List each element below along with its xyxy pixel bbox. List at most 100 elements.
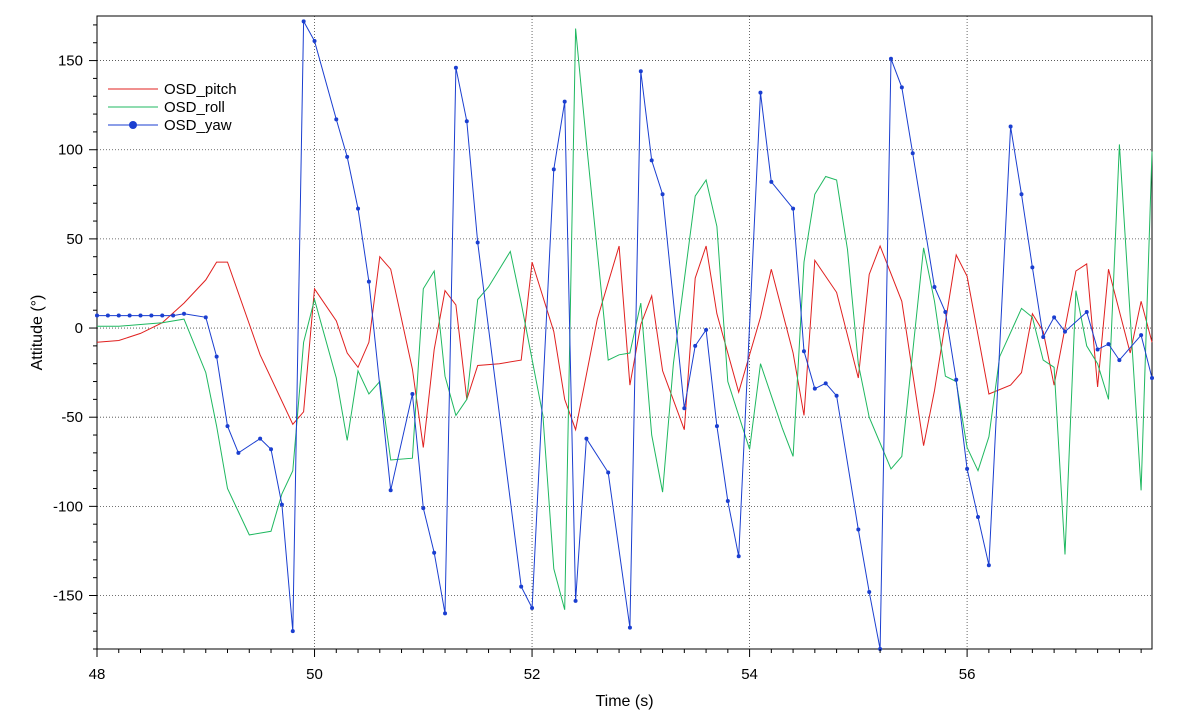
y-tick-label: 0 — [75, 320, 83, 337]
data-point-OSD_yaw — [464, 119, 469, 124]
data-point-OSD_yaw — [203, 315, 208, 320]
data-point-OSD_yaw — [214, 354, 219, 359]
data-point-OSD_yaw — [95, 313, 99, 318]
data-point-OSD_yaw — [834, 393, 839, 398]
data-point-OSD_yaw — [258, 436, 263, 441]
data-point-OSD_yaw — [856, 527, 861, 532]
series-line-OSD_roll — [97, 28, 1153, 610]
x-tick-label: 48 — [89, 666, 106, 683]
data-point-OSD_yaw — [910, 151, 915, 156]
y-tick-label: -100 — [53, 498, 83, 515]
legend-label-OSD_roll: OSD_roll — [164, 99, 225, 116]
data-point-OSD_yaw — [127, 313, 132, 318]
data-point-OSD_yaw — [627, 625, 632, 630]
data-point-OSD_yaw — [943, 309, 948, 314]
y-tick-label: -50 — [61, 409, 83, 426]
data-point-OSD_yaw — [1041, 334, 1046, 339]
data-point-OSD_yaw — [606, 470, 611, 475]
x-axis-label: Time (s) — [595, 693, 653, 710]
data-point-OSD_yaw — [410, 392, 415, 397]
data-point-OSD_yaw — [530, 605, 535, 610]
data-point-OSD_yaw — [573, 598, 578, 603]
grid-lines — [96, 16, 1152, 649]
data-point-OSD_yaw — [682, 406, 687, 411]
series-line-OSD_yaw — [97, 19, 1153, 650]
data-point-OSD_yaw — [475, 240, 480, 245]
data-point-OSD_yaw — [171, 313, 176, 318]
x-tick-label: 56 — [959, 666, 976, 683]
data-point-OSD_yaw — [638, 69, 643, 74]
data-point-OSD_yaw — [1052, 315, 1057, 320]
y-tick-label: 50 — [66, 231, 83, 248]
data-point-OSD_yaw — [443, 611, 448, 616]
data-point-OSD_yaw — [116, 313, 121, 318]
data-point-OSD_yaw — [345, 154, 350, 159]
y-tick-label: -150 — [53, 588, 83, 605]
data-point-OSD_yaw — [160, 313, 165, 318]
data-point-OSD_yaw — [432, 550, 437, 555]
data-point-OSD_yaw — [725, 499, 730, 504]
legend-marker-OSD_yaw — [129, 121, 137, 129]
data-point-OSD_yaw — [693, 343, 698, 348]
series-line-OSD_pitch — [96, 244, 1153, 448]
data-point-OSD_yaw — [1008, 124, 1013, 129]
data-point-OSD_yaw — [1062, 329, 1067, 334]
data-point-OSD_yaw — [1084, 309, 1089, 314]
data-point-OSD_yaw — [823, 381, 828, 386]
tick-labels: 48 50 52 54 56 -150 -100 -50 0 50 100 150 — [53, 53, 975, 683]
data-point-OSD_yaw — [1019, 192, 1024, 197]
data-point-OSD_yaw — [932, 285, 937, 290]
data-point-OSD_yaw — [986, 563, 991, 568]
data-point-OSD_yaw — [660, 192, 665, 197]
axis-ticks — [89, 24, 1142, 657]
data-point-OSD_yaw — [704, 327, 709, 332]
data-point-OSD_yaw — [769, 179, 774, 184]
data-point-OSD_yaw — [888, 56, 893, 61]
data-point-OSD_yaw — [105, 313, 110, 318]
data-point-OSD_yaw — [801, 349, 806, 354]
data-point-OSD_yaw — [1139, 333, 1144, 338]
data-point-OSD_yaw — [421, 506, 426, 511]
series-layer — [95, 19, 1154, 651]
y-axis-label: Attitude (°) — [29, 295, 46, 371]
data-point-OSD_yaw — [236, 450, 241, 455]
data-point-OSD_yaw — [149, 313, 154, 318]
data-point-OSD_yaw — [975, 515, 980, 520]
data-point-OSD_yaw — [965, 466, 970, 471]
data-point-OSD_yaw — [453, 65, 458, 70]
data-point-OSD_yaw — [899, 85, 904, 90]
x-tick-label: 50 — [306, 666, 323, 683]
data-point-OSD_yaw — [301, 19, 306, 24]
data-point-OSD_yaw — [356, 206, 361, 211]
x-tick-label: 54 — [741, 666, 758, 683]
data-point-OSD_yaw — [791, 206, 796, 211]
data-point-OSD_yaw — [182, 311, 187, 316]
data-point-OSD_yaw — [269, 447, 274, 452]
data-point-OSD_yaw — [366, 279, 371, 284]
data-point-OSD_yaw — [519, 584, 524, 589]
data-point-OSD_yaw — [714, 424, 719, 429]
data-point-OSD_yaw — [867, 589, 872, 594]
data-point-OSD_yaw — [584, 436, 589, 441]
data-point-OSD_yaw — [649, 158, 654, 163]
data-point-OSD_yaw — [1117, 358, 1122, 363]
data-point-OSD_yaw — [388, 488, 393, 493]
y-tick-label: 150 — [58, 53, 83, 70]
plot-frame — [96, 15, 1153, 650]
data-point-OSD_yaw — [290, 629, 295, 634]
legend-label-OSD_yaw: OSD_yaw — [164, 117, 232, 134]
data-point-OSD_yaw — [225, 424, 230, 429]
data-point-OSD_yaw — [758, 90, 763, 95]
data-point-OSD_yaw — [279, 502, 284, 507]
data-point-OSD_yaw — [1106, 342, 1111, 347]
data-point-OSD_yaw — [312, 38, 317, 43]
legend-label-OSD_pitch: OSD_pitch — [164, 81, 237, 98]
x-tick-label: 52 — [524, 666, 541, 683]
data-point-OSD_yaw — [1150, 375, 1154, 380]
data-point-OSD_yaw — [812, 386, 817, 391]
data-point-OSD_yaw — [1095, 347, 1100, 352]
data-point-OSD_yaw — [562, 99, 567, 104]
y-tick-label: 100 — [58, 142, 83, 159]
